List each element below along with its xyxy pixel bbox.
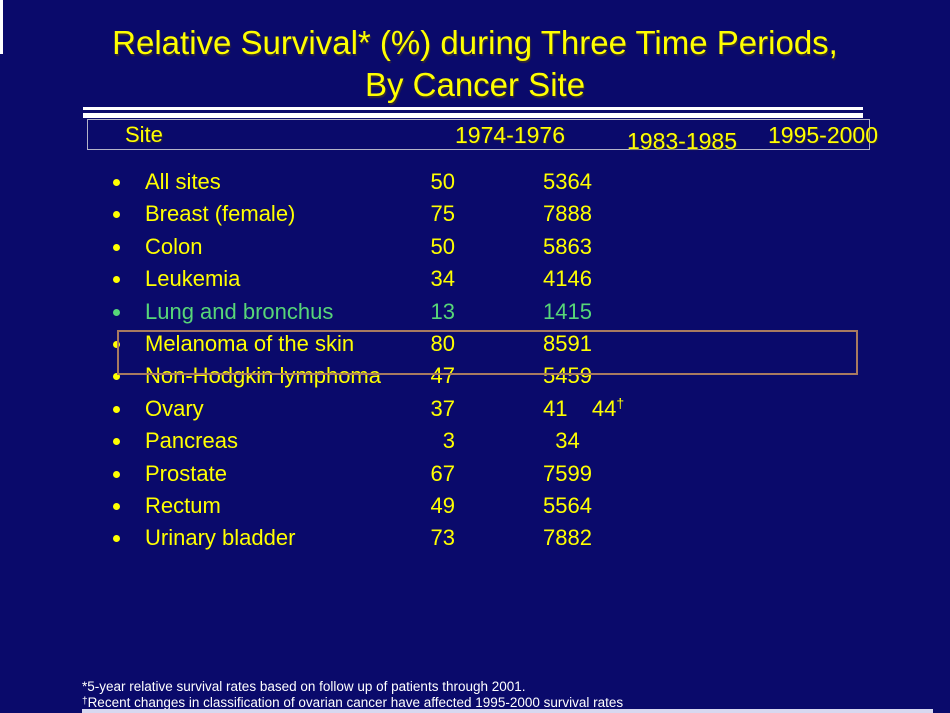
site-cell: Prostate — [145, 461, 227, 486]
table-row-highlight-green: Lung and bronchus 13 1415 — [0, 296, 950, 328]
table-row: Prostate 67 7599 — [0, 458, 950, 490]
survival-1983-1995-cell: 7599 — [543, 458, 592, 490]
site-cell: Pancreas — [145, 428, 238, 453]
bullet-icon — [113, 276, 120, 283]
site-cell: Lung and bronchus — [145, 299, 334, 324]
table-row: Non-Hodgkin lymphoma 47 5459 — [0, 360, 950, 392]
site-cell: Breast (female) — [145, 201, 296, 226]
survival-1974-1976-cell: 13 — [430, 299, 455, 324]
bottom-edge-bar — [82, 709, 933, 713]
survival-1983-1995-cell: 5364 — [543, 166, 592, 198]
survival-1974-1976-cell: 50 — [430, 234, 455, 259]
bullet-icon — [113, 438, 120, 445]
table-row: Colon 50 5863 — [0, 231, 950, 263]
bullet-icon — [113, 309, 120, 316]
bullet-icon — [113, 535, 120, 542]
survival-merged-value: 4146 — [543, 266, 592, 291]
survival-1974-1976-cell: 34 — [430, 266, 455, 291]
survival-1983-1995-cell: 5459 — [543, 360, 592, 392]
bullet-icon — [113, 179, 120, 186]
bullet-icon — [113, 406, 120, 413]
slide-title-line2: By Cancer Site — [364, 66, 586, 103]
column-header-site: Site — [125, 122, 163, 147]
survival-1983-1995-cell: 8591 — [543, 328, 592, 360]
site-cell: Urinary bladder — [145, 525, 296, 550]
site-cell: Leukemia — [145, 266, 241, 291]
survival-1983-1995-cell: 5863 — [543, 231, 592, 263]
survival-1974-1976-cell: 49 — [430, 493, 455, 518]
bullet-icon — [113, 211, 120, 218]
survival-1974-1976-cell: 37 — [430, 396, 455, 421]
slide-title: Relative Survival* (%) during Three Time… — [0, 22, 950, 106]
survival-merged-value: 1415 — [543, 299, 592, 324]
table-row: Leukemia 34 4146 — [0, 263, 950, 295]
survival-1974-1976-cell: 67 — [430, 461, 455, 486]
survival-merged-value: 5459 — [543, 363, 592, 388]
table-row: Breast (female) 75 7888 — [0, 198, 950, 230]
survival-1983-1995-cell: 34 — [543, 425, 580, 457]
table-row: Ovary 37 41 44† — [0, 393, 950, 425]
dagger-superscript: † — [82, 696, 88, 707]
survival-merged-value: 7888 — [543, 201, 592, 226]
survival-1974-1976-cell: 80 — [430, 331, 455, 356]
table-row: Urinary bladder 73 7882 — [0, 522, 950, 554]
slide-title-line1: Relative Survival* (%) during Three Time… — [112, 24, 838, 61]
footnotes: *5-year relative survival rates based on… — [82, 679, 902, 710]
survival-merged-value: 5364 — [543, 169, 592, 194]
table-row: Rectum 49 5564 — [0, 490, 950, 522]
survival-merged-value: 7599 — [543, 461, 592, 486]
survival-1974-1976-cell: 75 — [430, 201, 455, 226]
column-header-1983-1985: 1983-1985 — [627, 128, 737, 154]
survival-1974-1976-cell: 3 — [442, 428, 455, 453]
column-header-1995-2000: 1995-2000 — [768, 122, 878, 148]
column-header-1974-1976: 1974-1976 — [455, 122, 565, 148]
table-row: All sites 50 5364 — [0, 166, 950, 198]
melanoma-lymphoma-highlight-box — [117, 330, 858, 375]
site-cell: All sites — [145, 169, 221, 194]
bullet-icon — [113, 471, 120, 478]
bullet-icon — [113, 503, 120, 510]
survival-merged-value: 5863 — [543, 234, 592, 259]
site-cell: Rectum — [145, 493, 221, 518]
bullet-icon — [113, 244, 120, 251]
survival-1983-1995-cell: 7882 — [543, 522, 592, 554]
survival-1983-1995-cell: 1415 — [543, 296, 592, 328]
survival-1974-1976-cell: 47 — [430, 363, 455, 388]
survival-1983-1995-cell: 5564 — [543, 490, 592, 522]
footnote-line2: †Recent changes in classification of ova… — [82, 694, 902, 710]
header-top-rule-thick — [83, 113, 863, 118]
survival-1983-1995-cell: 41 44† — [543, 393, 624, 425]
site-cell: Ovary — [145, 396, 204, 421]
header-top-rule-thin — [83, 107, 863, 110]
survival-1983-1995-cell: 7888 — [543, 198, 592, 230]
survival-merged-value: 34 — [543, 428, 580, 453]
site-cell: Non-Hodgkin lymphoma — [145, 363, 381, 388]
table-row: Pancreas 3 34 — [0, 425, 950, 457]
site-cell: Colon — [145, 234, 203, 259]
survival-merged-value: 5564 — [543, 493, 592, 518]
table-row: Melanoma of the skin 80 8591 — [0, 328, 950, 360]
footnote-line2-text: Recent changes in classification of ovar… — [87, 695, 624, 710]
bullet-icon — [113, 373, 120, 380]
survival-merged-value: 7882 — [543, 525, 592, 550]
bullet-icon — [113, 341, 120, 348]
survival-merged-value: 8591 — [543, 331, 592, 356]
survival-1974-1976-cell: 73 — [430, 525, 455, 550]
table-header-box — [87, 119, 870, 150]
site-cell: Melanoma of the skin — [145, 331, 355, 356]
survival-1983-1995-cell: 4146 — [543, 263, 592, 295]
slide-edge-strip — [0, 0, 3, 54]
survival-1974-1976-cell: 50 — [430, 169, 455, 194]
survival-merged-value: 41 44 — [543, 396, 617, 421]
footnote-line1: *5-year relative survival rates based on… — [82, 679, 526, 694]
dagger-superscript: † — [616, 395, 625, 411]
